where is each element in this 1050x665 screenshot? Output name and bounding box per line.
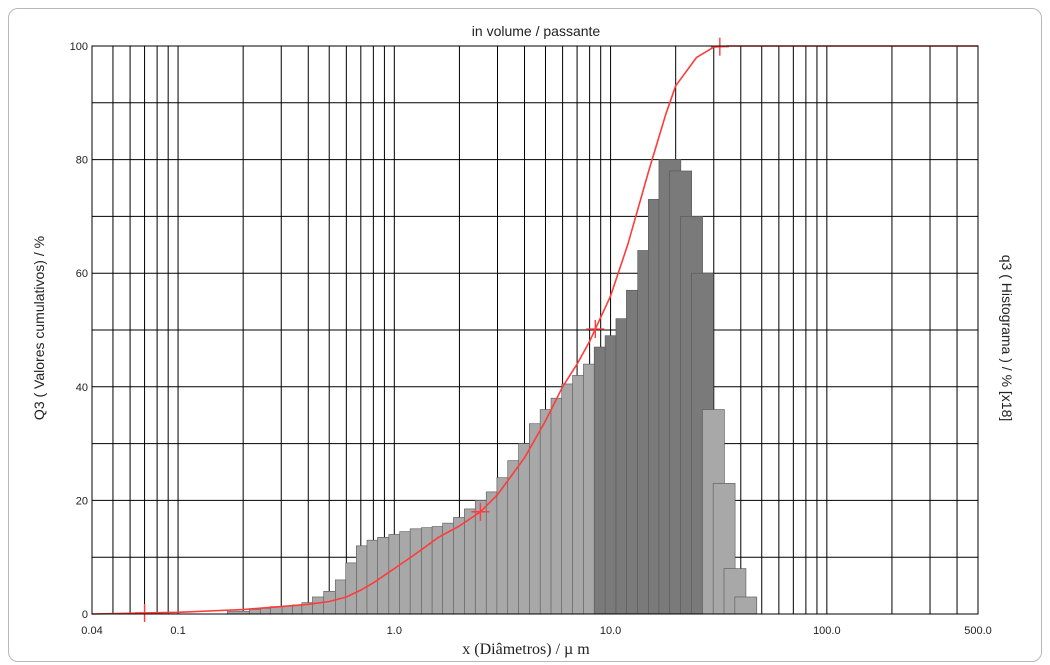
- x-tick-label: 1.0: [387, 625, 402, 637]
- y-tick-label: 100: [70, 41, 88, 53]
- y-axis-label-right: q3 ( Histograma ) / % [x18]: [999, 255, 1015, 422]
- y-tick-label: 20: [76, 495, 88, 507]
- curve-marker: [135, 603, 154, 622]
- curve-markers: [135, 37, 729, 622]
- cumulative-curve: [91, 45, 978, 615]
- curve-marker: [586, 320, 605, 339]
- y-tick-label: 80: [76, 155, 88, 167]
- x-tick-label: 0.04: [81, 625, 102, 637]
- plot-border: [91, 45, 979, 615]
- y-axis-label-left: Q3 ( Valores cumulativos) / %: [31, 236, 47, 420]
- y-tick-label: 60: [76, 268, 88, 280]
- x-tick-label: 0.1: [170, 625, 185, 637]
- chart-frame: [8, 8, 1042, 662]
- tick-labels: 0.04 0.1 1.0 10.0 100.0 500.0 0 20 40 60 80 100: [70, 41, 992, 637]
- curve-marker: [471, 502, 490, 521]
- histogram-bar: [734, 596, 758, 615]
- curve-marker: [710, 37, 729, 56]
- x-tick-label: 500.0: [964, 625, 992, 637]
- y-tick-label: 40: [76, 382, 88, 394]
- chart-title: in volume / passante: [472, 23, 601, 39]
- x-axis-label: x (Diâmetros) / µ m: [462, 641, 590, 658]
- x-tick-label: 100.0: [813, 625, 841, 637]
- y-tick-label: 0: [82, 609, 88, 621]
- x-tick-label: 10.0: [600, 625, 621, 637]
- cumulative-line: [91, 45, 978, 615]
